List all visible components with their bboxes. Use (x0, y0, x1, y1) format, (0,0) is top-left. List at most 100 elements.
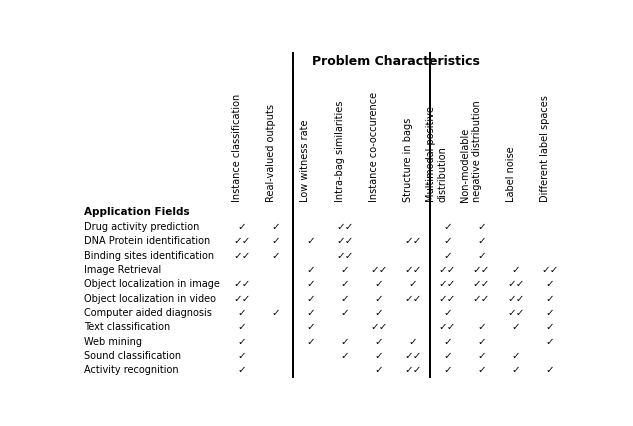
Text: ✓: ✓ (546, 308, 555, 318)
Text: Low witness rate: Low witness rate (301, 119, 310, 202)
Bar (430, 363, 465, 377)
Text: Real-valued outputs: Real-valued outputs (266, 104, 276, 202)
Text: Image Retrieval: Image Retrieval (84, 265, 161, 275)
Bar (396, 291, 430, 306)
Bar (293, 291, 327, 306)
Bar (430, 306, 465, 320)
Bar (82, 249, 225, 263)
Bar (465, 363, 499, 377)
Bar (499, 234, 533, 249)
Bar (327, 277, 362, 291)
Text: ✓: ✓ (443, 222, 452, 232)
Bar (362, 220, 396, 234)
Text: ✓: ✓ (409, 337, 418, 347)
Bar (82, 349, 225, 363)
Text: ✓: ✓ (272, 251, 280, 261)
Text: Drug activity prediction: Drug activity prediction (84, 222, 199, 232)
Bar (225, 363, 259, 377)
Text: ✓: ✓ (237, 322, 246, 332)
Bar (293, 220, 327, 234)
Text: Structure in bags: Structure in bags (403, 118, 413, 202)
Bar (82, 234, 225, 249)
Bar (225, 249, 259, 263)
Bar (259, 334, 293, 349)
Bar (225, 277, 259, 291)
Text: ✓: ✓ (306, 308, 315, 318)
Bar (465, 204, 499, 220)
Text: ✓✓: ✓✓ (370, 322, 387, 332)
Bar (293, 204, 327, 220)
Bar (430, 277, 465, 291)
Bar (533, 363, 567, 377)
Bar (327, 334, 362, 349)
Text: ✓✓: ✓✓ (233, 251, 251, 261)
Text: ✓✓: ✓✓ (404, 366, 422, 375)
Text: ✓✓: ✓✓ (404, 236, 422, 247)
Bar (465, 320, 499, 334)
Bar (293, 306, 327, 320)
Bar (327, 204, 362, 220)
Text: ✓: ✓ (375, 366, 384, 375)
Text: ✓: ✓ (546, 322, 555, 332)
Text: ✓✓: ✓✓ (404, 351, 422, 361)
Bar (82, 291, 225, 306)
Bar (430, 349, 465, 363)
Text: ✓: ✓ (341, 337, 349, 347)
Bar (396, 363, 430, 377)
Bar (225, 334, 259, 349)
Bar (293, 249, 327, 263)
Bar (465, 263, 499, 277)
Bar (293, 234, 327, 249)
Bar (225, 320, 259, 334)
Text: ✓: ✓ (477, 322, 486, 332)
Bar (82, 320, 225, 334)
Bar (362, 363, 396, 377)
Bar (293, 349, 327, 363)
Bar (259, 263, 293, 277)
Bar (396, 69, 430, 204)
Text: ✓✓: ✓✓ (370, 265, 387, 275)
Bar (259, 320, 293, 334)
Bar (465, 291, 499, 306)
Bar (327, 306, 362, 320)
Bar (362, 306, 396, 320)
Bar (430, 204, 465, 220)
Text: Instance co-occurence: Instance co-occurence (369, 92, 379, 202)
Bar (499, 291, 533, 306)
Bar (430, 291, 465, 306)
Bar (82, 204, 225, 220)
Bar (533, 220, 567, 234)
Bar (533, 263, 567, 277)
Bar (499, 204, 533, 220)
Text: ✓: ✓ (443, 351, 452, 361)
Text: ✓: ✓ (306, 236, 315, 247)
Text: ✓: ✓ (375, 279, 384, 289)
Bar (430, 69, 465, 204)
Bar (259, 69, 293, 204)
Text: ✓: ✓ (477, 337, 486, 347)
Bar (465, 220, 499, 234)
Text: Sound classification: Sound classification (84, 351, 181, 361)
Text: ✓✓: ✓✓ (439, 265, 456, 275)
Bar (259, 234, 293, 249)
Bar (396, 320, 430, 334)
Text: ✓✓: ✓✓ (404, 265, 422, 275)
Text: Different label spaces: Different label spaces (540, 95, 550, 202)
Bar (82, 334, 225, 349)
Bar (293, 69, 327, 204)
Bar (327, 349, 362, 363)
Text: Intra-bag similarities: Intra-bag similarities (335, 101, 345, 202)
Bar (499, 349, 533, 363)
Bar (293, 334, 327, 349)
Text: ✓: ✓ (306, 279, 315, 289)
Text: ✓: ✓ (272, 236, 280, 247)
Text: Object localization in video: Object localization in video (84, 294, 216, 304)
Bar (362, 69, 396, 204)
Bar (499, 69, 533, 204)
Bar (82, 263, 225, 277)
Bar (533, 334, 567, 349)
Text: ✓✓: ✓✓ (336, 236, 353, 247)
Text: ✓: ✓ (306, 337, 315, 347)
Bar (293, 277, 327, 291)
Bar (82, 363, 225, 377)
